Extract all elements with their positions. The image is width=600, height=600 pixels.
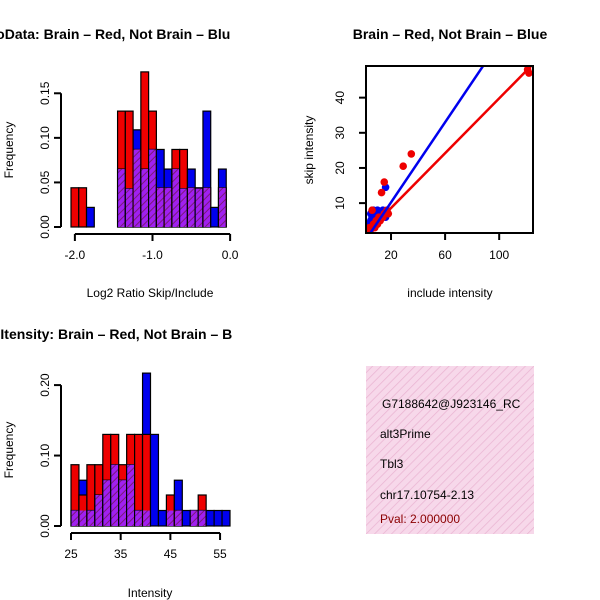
intensity-scatter-ylabel: skip intensity [302, 116, 316, 185]
info-line-event-type: alt3Prime [380, 427, 431, 441]
ratio-histogram-y-tick-label: 0.05 [38, 170, 52, 194]
ratio-histogram-bar-overlap [118, 169, 125, 227]
intensity-scatter-plot: 20 60 100 10 20 30 40 [333, 65, 534, 262]
ratio-histogram-bar-overlap [203, 187, 211, 227]
ratio-histogram-bar-overlap [164, 187, 172, 227]
ratio-histogram-y-tick-label: 0.15 [38, 81, 52, 105]
scatter-point-brain [368, 206, 376, 214]
ratio-histogram-bar-overlap [172, 169, 180, 227]
info-line-probe-id: G7188642@J923146_RC [382, 397, 521, 411]
ratio-histogram-xlabel: Log2 Ratio Skip/Include [87, 286, 214, 300]
intensity-histogram-y-tick-label: 0.00 [38, 514, 52, 538]
scatter-point-brain [377, 188, 386, 197]
info-line-gene: Tbl3 [380, 457, 404, 471]
scatter-y-tick-label: 20 [333, 161, 347, 175]
intensity-scatter-panel: Brain – Red, Not Brain – Blue 20 60 100102… [302, 26, 548, 300]
intensity-histogram-bars [70, 372, 231, 527]
intensity-histogram-axes: 25 35 45 55 0.00 0.10 0.20 [38, 373, 227, 561]
info-line-location: chr17.10754-2.13 [380, 488, 474, 502]
ratio-histogram-bar-overlap [188, 187, 195, 227]
ratio-histogram-bar-not-brain [210, 206, 220, 228]
scatter-x-tick-label: 60 [438, 248, 452, 262]
intensity-histogram-bar-not-brain [181, 509, 191, 527]
intensity-histogram-bar-overlap [119, 480, 127, 526]
intensity-histogram-y-tick-label: 0.10 [38, 444, 52, 468]
scatter-point-brain [380, 178, 389, 186]
info-line-pval: Pval: 2.000000 [380, 512, 460, 526]
ratio-histogram-bar-overlap [219, 187, 226, 227]
ratio-histogram-bar-brain [70, 187, 80, 228]
ratio-histogram-bar-overlap [133, 149, 141, 227]
intensity-histogram-bar-overlap [87, 510, 95, 526]
info-panel-background [366, 366, 534, 534]
ratio-histogram-bar-overlap [180, 188, 187, 227]
ratio-histogram-bar-overlap [149, 149, 156, 227]
intensity-histogram-bar-not-brain [149, 433, 160, 527]
intensity-histogram-bar-overlap [95, 495, 103, 526]
scatter-plot-area [366, 66, 533, 233]
ratio-histogram-x-tick-label: -1.0 [142, 248, 163, 262]
ratio-histogram-bar-overlap [195, 188, 203, 227]
intensity-histogram-x-tick-label: 35 [114, 547, 128, 561]
intensity-histogram-bar-overlap [174, 510, 182, 526]
scatter-y-tick-label: 10 [333, 196, 347, 210]
intensity-histogram-bar-overlap [135, 510, 142, 526]
intensity-histogram-title: Line Itensity: Brain – Red, Not Brain – … [0, 326, 232, 342]
ratio-histogram-bar-overlap [156, 187, 164, 227]
intensity-scatter-xlabel: include intensity [407, 286, 492, 300]
ratio-histogram-title: RatioData: Brain – Red, Not Brain – Blu [0, 26, 230, 42]
intensity-histogram-bar-not-brain [205, 509, 215, 527]
intensity-histogram-bar-overlap [127, 464, 134, 526]
intensity-scatter-title: Brain – Red, Not Brain – Blue [353, 26, 548, 42]
intensity-histogram-bar-not-brain [157, 509, 167, 527]
ratio-histogram-x-tick-label: -2.0 [65, 248, 86, 262]
intensity-histogram-xlabel: Intensity [128, 586, 173, 600]
ratio-histogram-ylabel: Frequency [2, 122, 16, 179]
intensity-histogram-panel: Line Itensity: Brain – Red, Not Brain – … [0, 326, 232, 600]
ratio-histogram-bar-not-brain [85, 206, 95, 228]
intensity-histogram-bar-not-brain [213, 509, 223, 527]
fit-line-not-brain [368, 66, 485, 233]
scatter-y-tick-label: 30 [333, 126, 347, 140]
ratio-histogram-bar-overlap [141, 169, 149, 227]
intensity-histogram-bar-overlap [190, 510, 198, 526]
intensity-histogram-y-tick-label: 0.20 [38, 373, 52, 397]
ratio-histogram-bar-overlap [125, 188, 133, 227]
intensity-histogram-bar-overlap [198, 510, 206, 526]
ratio-histogram-x-tick-label: 0.0 [222, 248, 239, 262]
intensity-histogram-bar-overlap [143, 510, 150, 526]
ratio-histogram-bars [70, 71, 227, 228]
scatter-x-tick-label: 20 [384, 248, 398, 262]
scatter-point-brain [399, 162, 407, 170]
intensity-histogram-x-tick-label: 55 [213, 547, 227, 561]
info-panel-clip: G7188642@J923146_RC alt3Prime Tbl3 chr17… [380, 397, 521, 526]
intensity-histogram-bar-overlap [167, 510, 174, 526]
intensity-histogram-ylabel: Frequency [2, 422, 16, 479]
ratio-histogram-axes: -2.0 -1.0 0.0 0.00 0.05 0.10 0.15 [38, 81, 239, 262]
intensity-histogram-x-tick-label: 25 [64, 547, 78, 561]
intensity-histogram-x-tick-label: 45 [164, 547, 178, 561]
scatter-y-tick-label: 40 [333, 91, 347, 105]
scatter-frame [365, 65, 534, 234]
intensity-histogram-bar-overlap [111, 464, 119, 526]
intensity-histogram-bar-overlap [79, 510, 87, 526]
ratio-histogram-panel: RatioData: Brain – Red, Not Brain – Blu … [0, 26, 239, 300]
ratio-histogram-bar-brain [78, 187, 88, 228]
intensity-histogram-bar-overlap [103, 480, 111, 526]
scatter-point-brain [407, 150, 416, 158]
scatter-x-tick-label: 100 [489, 248, 509, 262]
fit-line-brain [366, 66, 533, 233]
ratio-histogram-y-tick-label: 0.10 [38, 126, 52, 150]
ratio-histogram-y-tick-label: 0.00 [38, 215, 52, 239]
intensity-histogram-bar-overlap [71, 510, 79, 526]
intensity-histogram-bar-not-brain [221, 509, 231, 527]
info-panel: G7188642@J923146_RC alt3Prime Tbl3 chr17… [366, 366, 534, 534]
